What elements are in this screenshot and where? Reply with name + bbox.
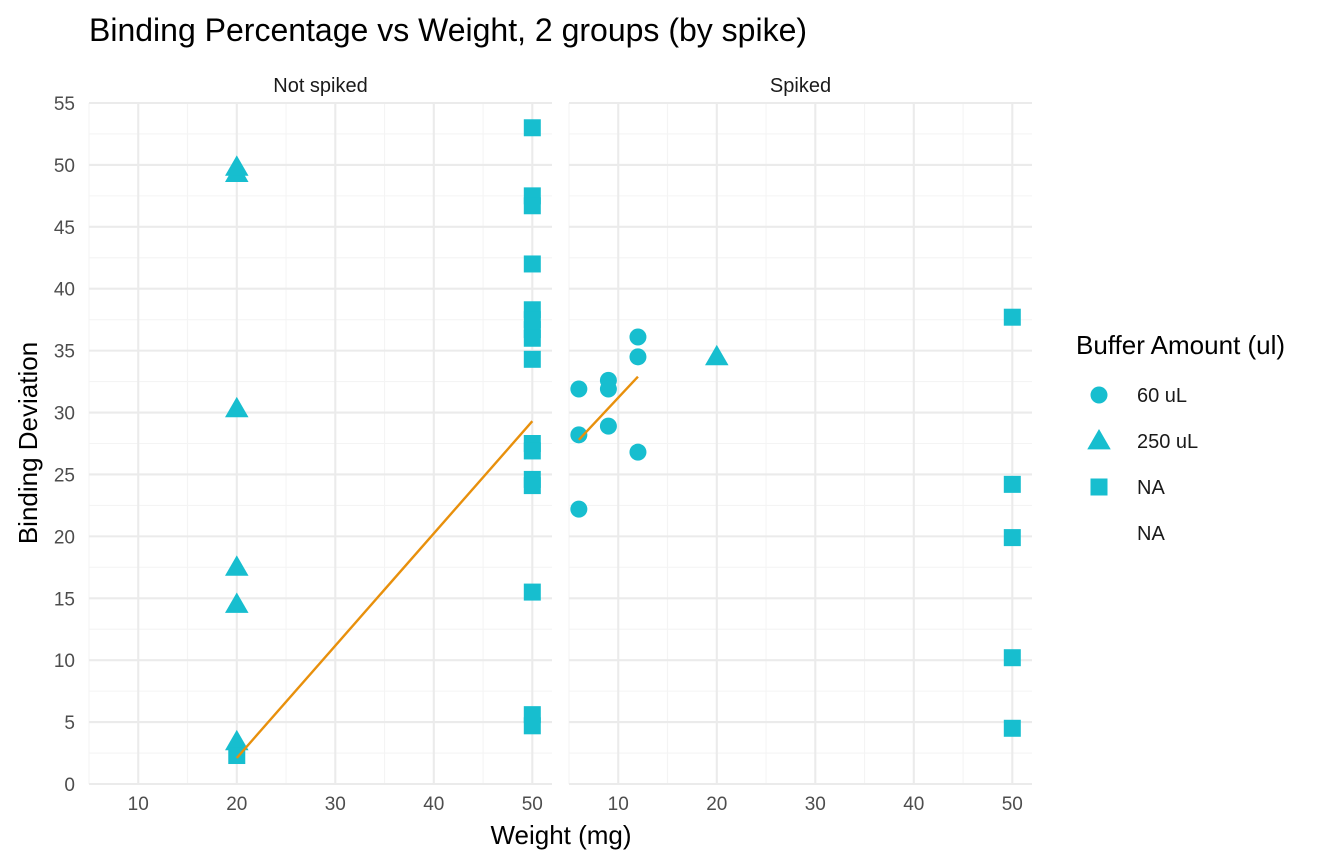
data-point — [1003, 308, 1021, 326]
data-point — [599, 380, 617, 398]
data-point — [523, 477, 541, 495]
y-tick-label: 50 — [54, 156, 75, 177]
y-tick-label: 45 — [54, 218, 75, 239]
data-point — [1003, 529, 1021, 547]
data-point — [705, 344, 729, 366]
data-point — [570, 380, 588, 398]
data-point — [523, 442, 541, 460]
x-tick-label: 50 — [1002, 794, 1023, 815]
data-point — [523, 583, 541, 601]
legend: Buffer Amount (ul) 60 uL 250 uL NA NA — [1076, 330, 1285, 545]
data-point — [570, 500, 588, 518]
facet-strip-label: Spiked — [770, 75, 831, 97]
data-point — [225, 729, 249, 751]
y-tick-label: 25 — [54, 465, 75, 486]
data-point — [629, 328, 647, 346]
data-point — [629, 348, 647, 366]
x-tick-label: 10 — [608, 794, 629, 815]
data-point — [599, 417, 617, 435]
y-axis-title: Binding Deviation — [13, 342, 43, 544]
data-point — [225, 396, 249, 418]
panel-not-spiked: 10 20 30 40 50 0 5 10 15 20 25 30 35 40 45 50 55 Not spik… — [54, 75, 552, 815]
legend-label: 250 uL — [1137, 431, 1198, 453]
x-axis-title: Weight (mg) — [490, 820, 631, 850]
y-tick-label: 15 — [54, 589, 75, 610]
x-tick-label: 40 — [903, 794, 924, 815]
facet-strip-label: Not spiked — [273, 75, 368, 97]
x-tick-label: 30 — [805, 794, 826, 815]
legend-label: 60 uL — [1137, 385, 1187, 407]
data-point — [629, 443, 647, 461]
data-point — [523, 717, 541, 735]
y-tick-label: 20 — [54, 527, 75, 548]
legend-label: NA — [1137, 477, 1165, 499]
x-tick-label: 50 — [522, 794, 543, 815]
data-point — [225, 155, 249, 176]
y-tick-label: 40 — [54, 280, 75, 301]
legend-key-circle — [1090, 386, 1108, 404]
chart-title: Binding Percentage vs Weight, 2 groups (… — [89, 12, 807, 48]
panel-spiked: 10 20 30 40 50 Spiked — [568, 75, 1032, 815]
data-point — [1003, 475, 1021, 493]
y-tick-label: 35 — [54, 342, 75, 363]
data-point — [523, 329, 541, 347]
y-tick-label: 55 — [54, 94, 75, 115]
data-point — [1003, 719, 1021, 737]
fit-line — [235, 420, 534, 759]
y-tick-label: 30 — [54, 404, 75, 425]
x-tick-label: 20 — [226, 794, 247, 815]
y-tick-label: 10 — [54, 651, 75, 672]
legend-key-square — [1090, 478, 1108, 496]
fit-line — [577, 375, 639, 441]
data-point — [225, 592, 249, 613]
legend-title: Buffer Amount (ul) — [1076, 330, 1285, 360]
x-tick-label: 30 — [325, 794, 346, 815]
x-tick-label: 20 — [706, 794, 727, 815]
data-point — [523, 197, 541, 215]
data-point — [523, 350, 541, 368]
data-point — [1003, 649, 1021, 667]
data-point — [228, 747, 246, 765]
data-point — [523, 255, 541, 273]
data-point — [523, 119, 541, 137]
y-tick-label: 0 — [64, 775, 75, 796]
y-tick-label: 5 — [64, 713, 75, 734]
x-tick-label: 10 — [128, 794, 149, 815]
x-tick-label: 40 — [423, 794, 444, 815]
data-point — [225, 555, 249, 576]
legend-key-triangle — [1087, 429, 1111, 450]
legend-label: NA — [1137, 523, 1165, 545]
data-point — [570, 426, 588, 444]
